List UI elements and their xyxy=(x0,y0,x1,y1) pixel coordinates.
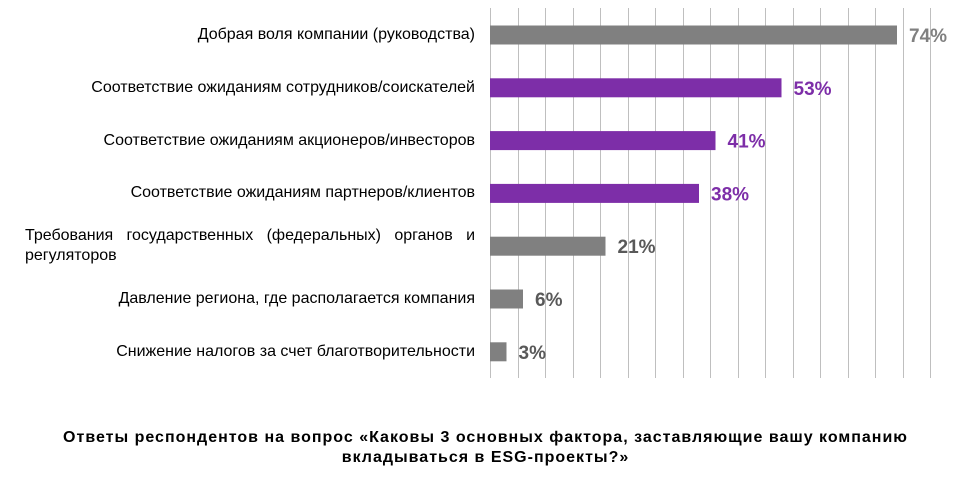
category-label: Соответствие ожиданиям партнеров/клиенто… xyxy=(130,184,475,202)
category-label: Соответствие ожиданиям акционеров/инвест… xyxy=(103,131,475,149)
bar xyxy=(490,78,782,98)
bar xyxy=(490,236,606,256)
data-label: 3% xyxy=(519,343,547,364)
bar xyxy=(490,342,507,362)
bar xyxy=(490,289,523,309)
bar-chart: 74% 53% 41% 38% 21% 6% 3% xyxy=(490,8,947,378)
category-label: Соответствие ожиданиям сотрудников/соиск… xyxy=(91,78,475,96)
category-label: Требования государственных (федеральных)… xyxy=(25,227,475,265)
data-label: 21% xyxy=(618,237,656,258)
bar xyxy=(490,183,699,203)
data-label: 41% xyxy=(728,132,766,153)
data-label: 53% xyxy=(794,79,832,100)
bar xyxy=(490,25,897,45)
data-label: 74% xyxy=(909,26,947,47)
chart-caption: Ответы респондентов на вопрос «Каковы 3 … xyxy=(63,429,908,466)
category-label: Добрая воля компании (руководства) xyxy=(197,26,475,43)
data-label: 38% xyxy=(711,184,749,205)
category-label: Давление региона, где располагается комп… xyxy=(118,290,475,307)
category-label: Снижение налогов за счет благотворительн… xyxy=(116,342,475,360)
bar xyxy=(490,131,716,151)
data-label: 6% xyxy=(535,290,563,311)
